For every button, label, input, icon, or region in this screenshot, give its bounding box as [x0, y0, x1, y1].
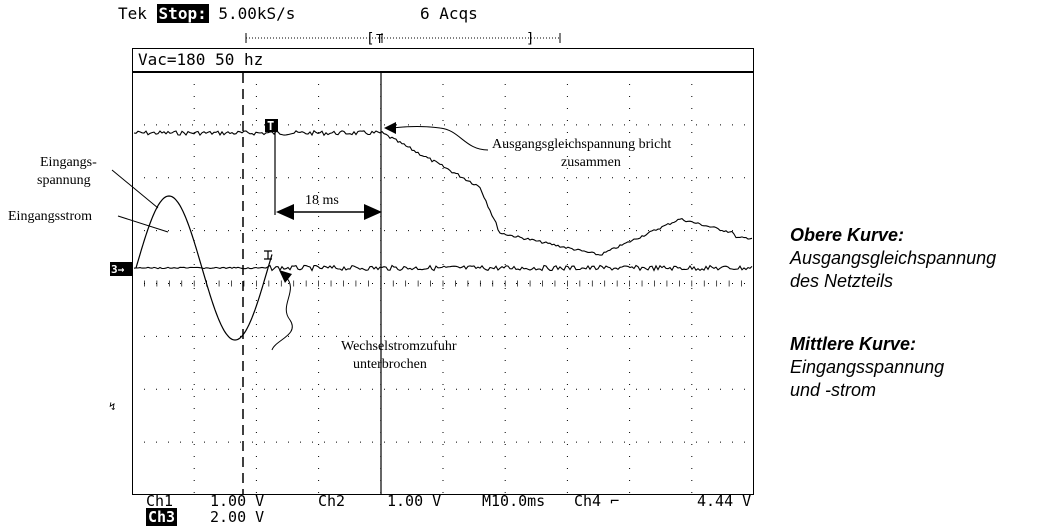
svg-text:T: T [267, 119, 274, 133]
bracket-left: [ [366, 31, 374, 47]
scope-status: Tek Stop: 5.00kS/s [118, 4, 295, 23]
legend-middle-line1: Eingangsspannung [790, 357, 945, 377]
label-input-voltage-1: Eingangs- [40, 155, 97, 170]
graticule [132, 72, 754, 495]
trace-input-voltage [135, 195, 273, 341]
legend-middle-line2: und -strom [790, 380, 877, 400]
ch1-label: Ch1 [146, 492, 174, 510]
timebase: M10.0ms [482, 492, 546, 510]
svg-text:3→: 3→ [111, 263, 125, 276]
legend-upper-heading: Obere Kurve: [790, 225, 905, 245]
bracket-right: ] [526, 31, 534, 47]
ch3-reference-marker [110, 262, 132, 276]
ch4-label: Ch4 ⌐ [574, 492, 620, 510]
falling-edge-icon: ⌐ [610, 492, 620, 510]
legend-upper-line1: Ausgangsgleichspannung [790, 248, 997, 268]
trace-output-voltage [133, 129, 753, 256]
leader-input-voltage [111, 169, 159, 209]
ch2-scale: 1.00 V [387, 492, 442, 510]
trigger-level: 4.44 V [697, 492, 752, 510]
leader-output-collapse [391, 126, 489, 151]
label-interval: 18 ms [305, 193, 339, 208]
label-output-collapse-2: zusammen [561, 155, 621, 170]
ch4-marker: ↯ [109, 400, 116, 413]
label-input-current: Eingangsstrom [8, 209, 92, 224]
label-ac-interrupt-1: Wechselstromzufuhr [341, 339, 457, 354]
label-output-collapse-1: Ausgangsgleichspannung bricht [492, 137, 671, 152]
brand-label: Tek [118, 4, 147, 23]
leader-ac-interrupt [271, 275, 293, 351]
label-input-voltage-2: spannung [37, 173, 91, 188]
interval-arrow-right [364, 204, 382, 220]
measurement-box [132, 48, 754, 72]
leader-input-current [117, 215, 169, 233]
record-bar: [ ] T [245, 31, 561, 47]
sample-rate: 5.00kS/s [218, 4, 296, 23]
acquisition-count: 6 Acqs [420, 4, 478, 23]
measurement-label: Vac=180 50 hz [138, 50, 264, 69]
trace-input-voltage-current [133, 264, 753, 272]
ch3-label: Ch3 [146, 508, 178, 526]
ch2-label: Ch2 [318, 492, 346, 510]
label-ac-interrupt-2: unterbrochen [353, 357, 427, 372]
legend-upper-line2: des Netzteils [790, 271, 894, 291]
run-state-badge: Stop: [156, 4, 209, 23]
ch3-scale: 2.00 V [210, 508, 265, 526]
trigger-position-mark: T [376, 32, 383, 46]
ch1-scale: 1.00 V [210, 492, 265, 510]
interval-arrow-left [276, 204, 294, 220]
trigger-marker [265, 119, 278, 132]
legend-middle-heading: Mittlere Kurve: [790, 334, 917, 354]
